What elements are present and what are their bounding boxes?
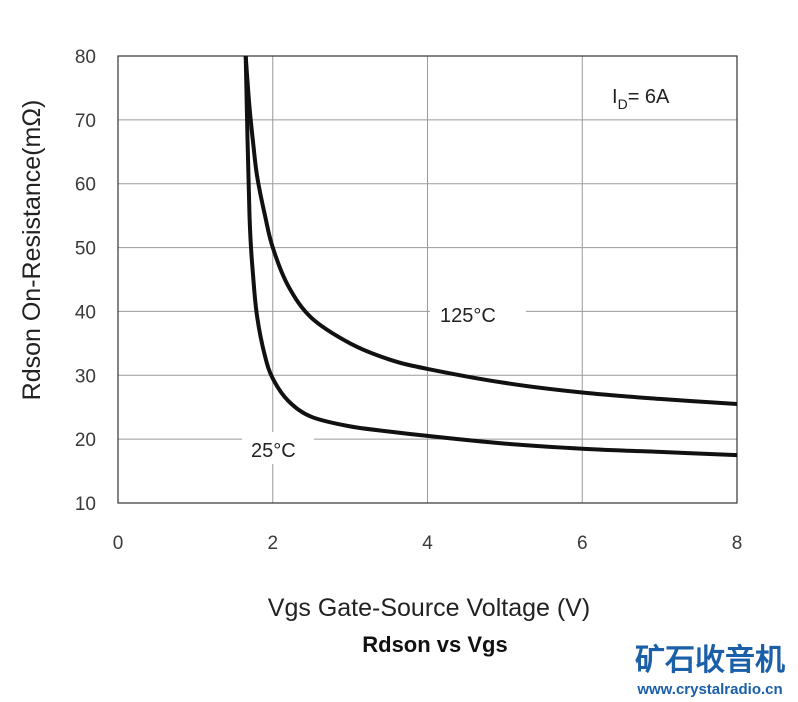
y-axis-title: Rdson On-Resistance(mΩ)	[18, 100, 46, 401]
series-label-125c: 125°C	[440, 305, 496, 327]
x-tick-label-4: 4	[422, 533, 433, 554]
y-tick-label-70: 70	[75, 111, 96, 132]
x-tick-label-6: 6	[577, 533, 588, 554]
watermark-site-name: 矿石收音机	[635, 643, 785, 678]
y-tick-label-40: 40	[75, 302, 96, 323]
y-tick-label-80: 80	[75, 47, 96, 68]
y-tick-label-10: 10	[75, 494, 96, 515]
y-tick-label-20: 20	[75, 430, 96, 451]
series-label-25-bg	[242, 432, 314, 464]
y-tick-label-50: 50	[75, 239, 96, 260]
x-axis-title: Vgs Gate-Source Voltage (V)	[268, 594, 590, 622]
y-tick-labels: 10 20 30 40 50 60 70 80	[75, 47, 96, 515]
series-line-25c	[243, 55, 738, 458]
condition-label-bg	[600, 74, 710, 114]
y-tick-label-60: 60	[75, 175, 96, 196]
x-tick-label-2: 2	[267, 533, 278, 554]
chart-title: Rdson vs Vgs	[362, 632, 507, 657]
series-label-125-bg	[430, 297, 526, 331]
y-tick-label-30: 30	[75, 366, 96, 387]
data-curves	[243, 55, 738, 458]
x-tick-label-8: 8	[732, 533, 743, 554]
x-tick-label-0: 0	[113, 533, 124, 554]
condition-label: ID= 6A	[612, 86, 670, 112]
watermark-url: www.crystalradio.cn	[636, 681, 782, 698]
x-tick-labels: 0 2 4 6 8	[113, 533, 743, 554]
series-line-125c	[243, 55, 738, 406]
series-label-25c: 25°C	[251, 440, 296, 462]
plot-frame	[117, 55, 738, 504]
